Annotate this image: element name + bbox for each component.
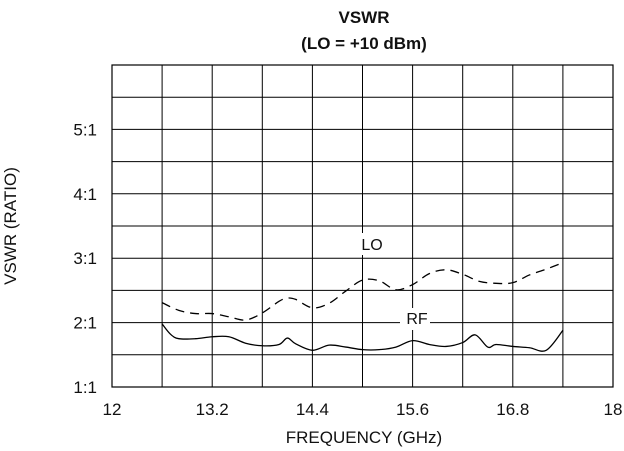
x-tick-label: 18 [604,400,623,419]
plot-frame [111,64,614,388]
x-tick-label: 14.4 [296,400,329,419]
series-lines [161,262,564,352]
series-line-rf [161,323,564,352]
series-label-rf: RF [406,311,428,328]
chart-subtitle: (LO = +10 dBm) [301,34,427,53]
y-axis-title: VSWR (RATIO) [1,167,20,285]
rf-label-bg [400,308,430,330]
x-tick-label: 13.2 [196,400,229,419]
grid [112,65,613,387]
x-tick-labels: 12 13.2 14.4 15.6 16.8 18 [103,400,623,419]
series-label-lo: LO [361,237,382,254]
y-tick-label: 5:1 [73,120,97,139]
y-tick-labels: 1:1 2:1 3:1 4:1 5:1 [73,120,97,397]
x-tick-label: 15.6 [396,400,429,419]
chart-title: VSWR [339,8,390,27]
y-tick-label: 1:1 [73,378,97,397]
x-tick-label: 16.8 [496,400,529,419]
x-axis-title: FREQUENCY (GHz) [286,428,442,447]
y-tick-label: 3:1 [73,249,97,268]
x-tick-label: 12 [103,400,122,419]
lo-label-bg [356,233,384,255]
series-line-lo [161,262,564,321]
y-tick-label: 4:1 [73,185,97,204]
y-tick-label: 2:1 [73,314,97,333]
